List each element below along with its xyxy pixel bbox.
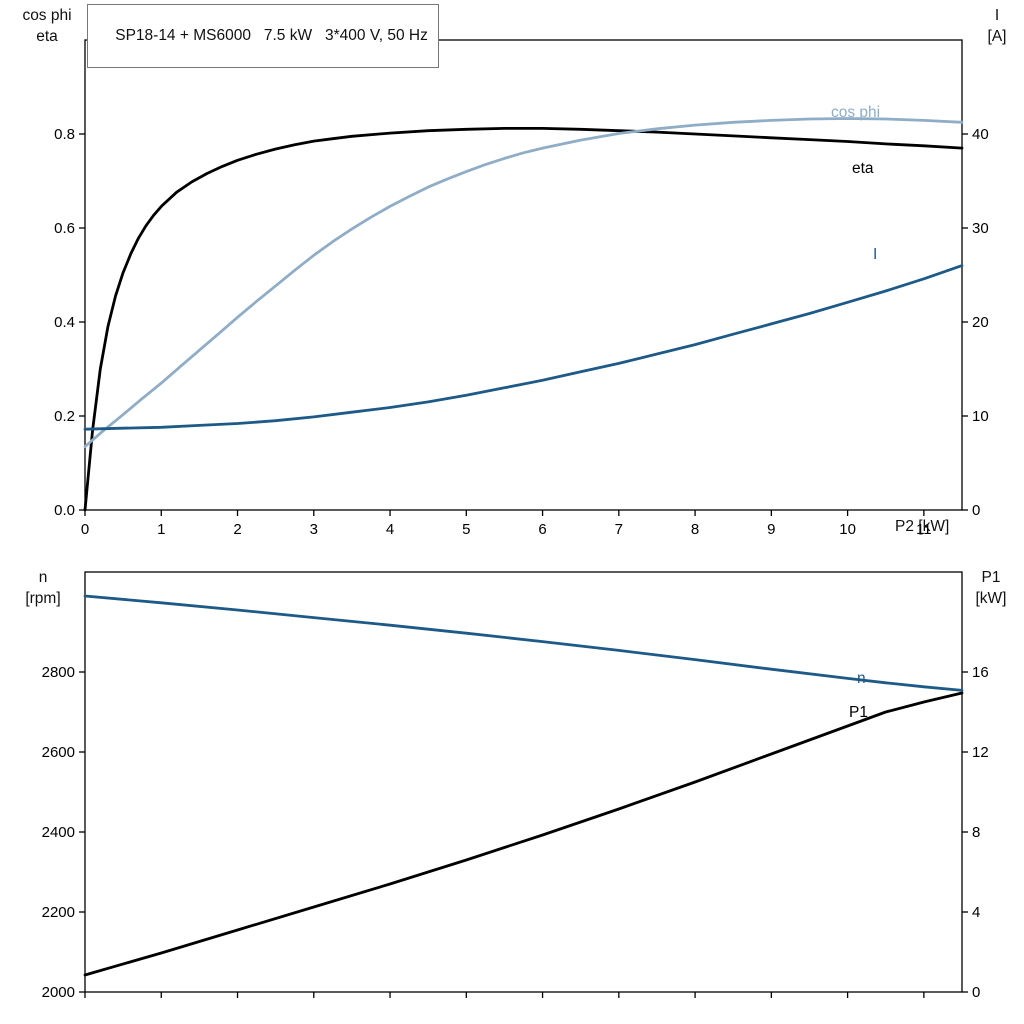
right-axis-label-p1: P1 [981, 569, 1001, 586]
speed-curve-label: n [857, 670, 866, 687]
top-x-tick-label: 4 [386, 521, 394, 538]
bottom-right-axis-label: P1 [kW] [962, 567, 1020, 609]
bottom-left-axis-label: n [rpm] [10, 567, 76, 609]
top-x-tick-label: 10 [839, 521, 856, 538]
top-x-tick-label: 8 [691, 521, 699, 538]
top-y-right-tick-label: 0 [972, 502, 980, 519]
left-axis-label-cos-phi: cos phi [22, 7, 72, 24]
top-plot-frame [84, 39, 963, 511]
top-right-axis-label: I [A] [974, 5, 1020, 47]
bottom-y-left-tick-label: 2000 [42, 984, 75, 1001]
chart-title-box: SP18-14 + MS6000 7.5 kW 3*400 V, 50 Hz [87, 4, 439, 68]
bottom-y-right-tick-label: 12 [972, 744, 989, 761]
current-curve-label: I [873, 246, 878, 263]
current-curve [83, 264, 964, 431]
top-y-left-tick-label: 0.4 [54, 314, 75, 331]
top-y-left-tick-label: 0.2 [54, 408, 75, 425]
chart-title: SP18-14 + MS6000 7.5 kW 3*400 V, 50 Hz [115, 27, 428, 44]
top-x-tick-label: 5 [462, 521, 470, 538]
bottom-y-right-tick-label: 8 [972, 824, 980, 841]
top-x-tick-label: 0 [81, 521, 89, 538]
eta-curve [83, 127, 964, 512]
bottom-panel: 2000 2200 2400 2600 2800 0 4 8 12 16 [42, 571, 989, 1001]
bottom-y-right-tick-label: 4 [972, 904, 980, 921]
top-x-tick-label: 3 [310, 521, 318, 538]
top-x-tick-label: 2 [233, 521, 241, 538]
right-axis-label-unit-a: [A] [987, 28, 1007, 45]
cos-phi-curve-label: cos phi [831, 104, 881, 121]
top-y-left-tick-label: 0.6 [54, 220, 75, 237]
left-axis-label-unit-rpm: [rpm] [25, 590, 61, 607]
top-y-right-tick-label: 20 [972, 314, 989, 331]
bottom-y-left-tick-label: 2800 [42, 664, 75, 681]
speed-curve [83, 594, 964, 692]
top-panel: 0 1 2 3 4 5 6 7 8 9 10 11 0.0 0.2 0.4 0.6 0.8 0 10 20 30 40 [54, 39, 989, 538]
bottom-plot-frame [84, 571, 963, 993]
left-axis-label-eta: eta [36, 28, 58, 45]
right-axis-label-current: I [994, 7, 1000, 24]
x-axis-label: P2 [kW] [895, 518, 950, 535]
eta-curve-label: eta [852, 160, 874, 177]
cos-phi-curve [83, 117, 964, 448]
bottom-y-left-tick-label: 2600 [42, 744, 75, 761]
top-y-right-tick-label: 40 [972, 126, 989, 143]
top-y-right-tick-label: 10 [972, 408, 989, 425]
top-y-left-tick-label: 0.0 [54, 502, 75, 519]
left-axis-label-n: n [38, 569, 48, 586]
p1-curve-label: P1 [849, 704, 868, 721]
bottom-y-right-tick-label: 16 [972, 664, 989, 681]
right-axis-label-unit-kw: [kW] [975, 590, 1007, 607]
bottom-y-left-tick-label: 2200 [42, 904, 75, 921]
top-x-tick-label: 7 [615, 521, 623, 538]
bottom-y-left-tick-label: 2400 [42, 824, 75, 841]
top-x-tick-label: 6 [538, 521, 546, 538]
bottom-y-right-tick-label: 0 [972, 984, 980, 1001]
top-left-axis-label: cos phi eta [8, 5, 86, 47]
top-y-right-tick-label: 30 [972, 220, 989, 237]
top-x-tick-label: 11 [916, 521, 932, 538]
p1-curve [83, 691, 964, 977]
top-x-tick-label: 1 [157, 521, 165, 538]
top-y-left-tick-label: 0.8 [54, 126, 75, 143]
top-x-tick-label: 9 [767, 521, 775, 538]
